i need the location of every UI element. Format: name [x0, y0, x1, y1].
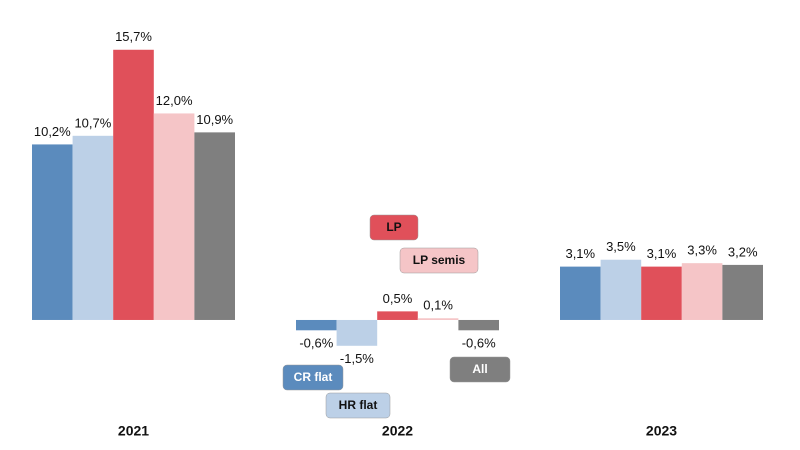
bar: [560, 266, 601, 320]
bar: [722, 264, 763, 320]
bar: [377, 311, 418, 320]
value-label: 3,1%: [565, 246, 595, 261]
legend-label: HR flat: [339, 398, 378, 412]
value-label: 0,1%: [423, 298, 453, 313]
value-label: -0,6%: [299, 336, 333, 351]
bar: [296, 319, 337, 331]
value-label: 10,9%: [196, 112, 233, 127]
value-label: 3,1%: [647, 246, 677, 261]
bar: [417, 318, 459, 320]
value-label: 15,7%: [115, 29, 152, 44]
bar: [600, 259, 642, 320]
x-tick-label: 2022: [382, 423, 413, 439]
legend-swatch: [325, 392, 391, 419]
value-label: -1,5%: [340, 351, 374, 366]
legend-swatch: [399, 247, 479, 274]
bar: [681, 263, 723, 320]
bar: [32, 144, 73, 320]
value-label: -0,6%: [462, 336, 496, 351]
bar: [153, 113, 195, 320]
bar: [458, 319, 499, 331]
legend-label: LP semis: [413, 253, 466, 267]
x-tick-label: 2021: [118, 423, 149, 439]
legend-swatch: [449, 356, 511, 383]
value-label: 3,3%: [687, 243, 717, 258]
value-label: 10,2%: [34, 124, 71, 139]
legend-label: All: [472, 362, 487, 376]
value-label: 0,5%: [383, 291, 413, 306]
bar: [641, 266, 682, 320]
legend-label: CR flat: [294, 370, 333, 384]
bar: [194, 132, 235, 320]
value-label: 3,5%: [606, 239, 636, 254]
bar: [72, 135, 114, 320]
x-tick-label: 2023: [646, 423, 677, 439]
bar: [336, 319, 378, 346]
bar: [113, 49, 154, 320]
legend-swatch: [282, 364, 344, 391]
value-label: 3,2%: [728, 244, 758, 259]
legend-label: LP: [386, 220, 401, 234]
value-label: 12,0%: [156, 93, 193, 108]
legend-swatch: [369, 214, 419, 241]
value-label: 10,7%: [74, 115, 111, 130]
